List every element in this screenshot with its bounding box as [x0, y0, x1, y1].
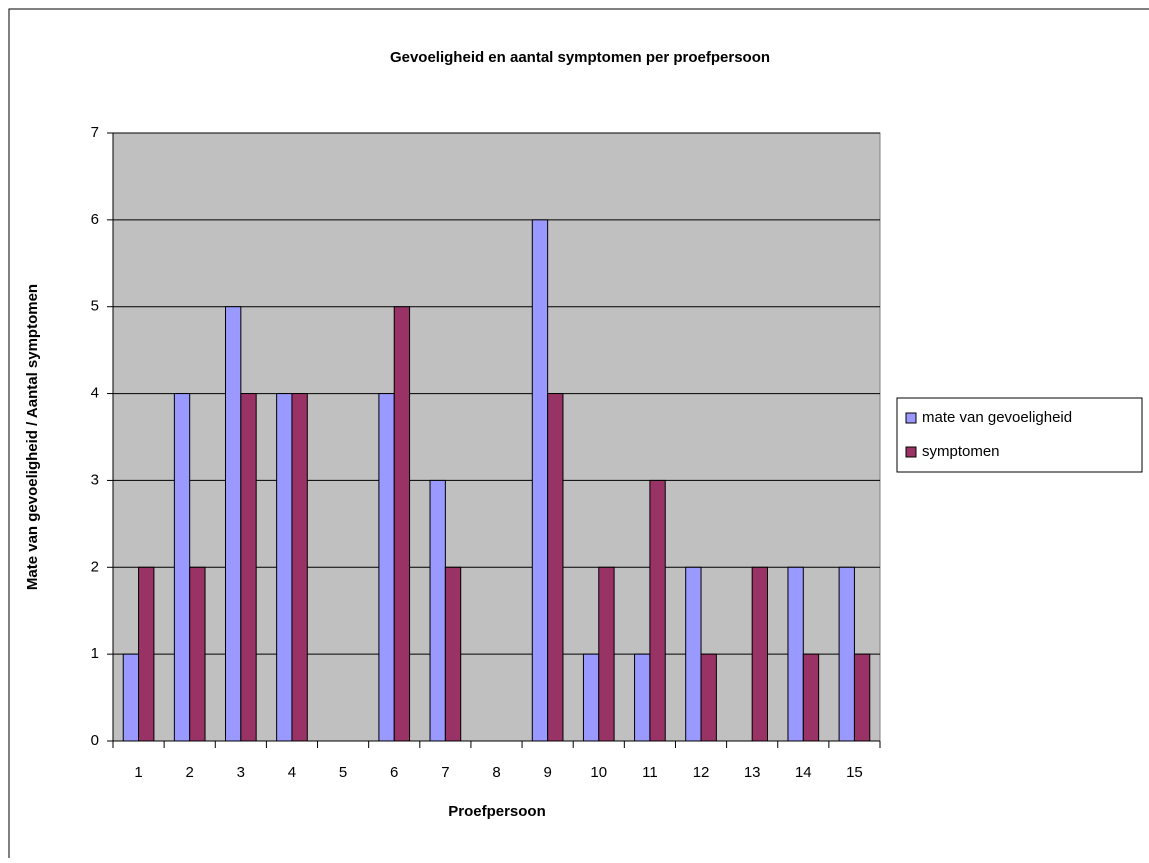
x-tick-label: 12 [693, 764, 710, 781]
x-tick-label: 4 [288, 764, 296, 781]
y-tick-label: 4 [91, 385, 99, 402]
bar [429, 479, 446, 742]
y-tick-label: 1 [91, 645, 99, 662]
bar [444, 566, 462, 742]
y-tick-label: 5 [91, 298, 99, 315]
bar [393, 306, 411, 742]
bar [224, 306, 242, 742]
chart-title: Gevoeligheid en aantal symptomen per pro… [390, 49, 770, 66]
legend-swatch [905, 446, 917, 458]
bar [240, 393, 257, 742]
y-tick-label: 0 [91, 732, 99, 749]
legend-label: symptomen [922, 443, 1000, 460]
bar [189, 566, 206, 742]
y-axis-label: Mate van gevoeligheid / Aantal symptomen [24, 284, 41, 590]
bar [276, 393, 293, 742]
bar [685, 566, 702, 742]
y-tick-label: 6 [91, 211, 99, 228]
x-tick-label: 8 [492, 764, 500, 781]
legend-swatch [905, 412, 917, 424]
y-tick-label: 7 [91, 124, 99, 141]
bar [802, 653, 820, 742]
bar [700, 653, 717, 742]
x-tick-label: 3 [237, 764, 245, 781]
bar [173, 393, 191, 742]
bar [122, 653, 140, 742]
x-tick-label: 11 [642, 764, 658, 781]
x-tick-label: 15 [846, 764, 863, 781]
x-tick-label: 14 [795, 764, 812, 781]
bar [634, 653, 651, 742]
bar [853, 653, 871, 742]
y-tick-label: 2 [91, 558, 99, 575]
bar [582, 653, 600, 742]
bar [649, 479, 666, 742]
x-tick-label: 10 [590, 764, 607, 781]
legend-label: mate van gevoeligheid [922, 409, 1072, 426]
y-tick-label: 3 [91, 471, 99, 488]
bar [751, 566, 769, 742]
bar [138, 566, 155, 742]
bar [598, 566, 615, 742]
bar [547, 393, 564, 742]
x-tick-label: 5 [339, 764, 347, 781]
bar [787, 566, 804, 742]
x-tick-label: 6 [390, 764, 398, 781]
bar [531, 219, 549, 742]
bar [838, 566, 855, 742]
bar [378, 393, 395, 742]
x-axis-label: Proefpersoon [448, 803, 546, 820]
x-tick-label: 2 [186, 764, 194, 781]
x-tick-label: 9 [543, 764, 551, 781]
x-tick-label: 1 [134, 764, 142, 781]
legend [896, 397, 1143, 473]
x-tick-label: 7 [441, 764, 449, 781]
x-tick-label: 13 [744, 764, 761, 781]
bar [291, 393, 308, 742]
